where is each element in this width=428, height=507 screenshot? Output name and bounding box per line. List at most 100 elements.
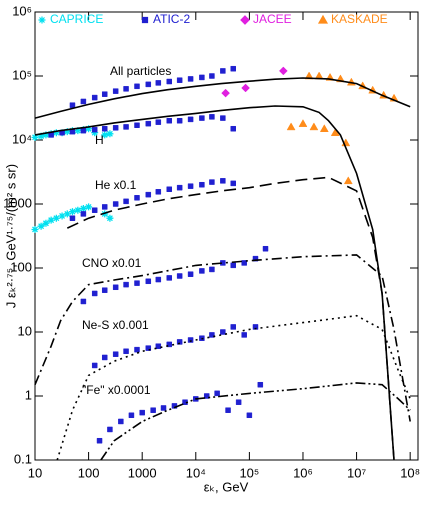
data-point [252, 324, 259, 330]
data-point [101, 91, 108, 97]
data-point [209, 179, 215, 185]
data-point [47, 216, 55, 224]
data-point [319, 124, 329, 132]
y-tick-label: 100 [10, 259, 32, 274]
data-point [199, 268, 205, 274]
data-point [101, 131, 109, 139]
data-point [343, 176, 353, 185]
data-point [176, 117, 183, 124]
line-label: CNO x0.01 [82, 256, 142, 270]
data-point [134, 83, 140, 90]
data-point [37, 132, 45, 140]
data-point [52, 129, 60, 137]
line-label: "Fe" x0.0001 [82, 383, 151, 397]
data-point [139, 409, 145, 416]
data-point [166, 275, 173, 281]
x-tick-label: 10⁵ [239, 465, 259, 480]
data-point [145, 120, 152, 127]
data-point [209, 332, 215, 338]
data-point [262, 245, 269, 252]
data-point [134, 195, 140, 201]
data-point [230, 125, 236, 132]
data-point [134, 346, 140, 353]
data-point [278, 66, 288, 76]
data-point [79, 205, 87, 213]
data-point [176, 184, 183, 191]
data-point [214, 390, 220, 397]
data-point [91, 362, 98, 369]
data-point [101, 125, 108, 132]
data-point [74, 127, 82, 135]
x-tick-label: 10⁸ [400, 465, 420, 480]
data-point [31, 225, 39, 233]
data-point [241, 83, 250, 93]
y-tick-label: 10⁵ [12, 67, 32, 82]
model-line [66, 176, 395, 461]
data-point [230, 180, 236, 187]
data-point [80, 211, 87, 217]
data-point [166, 117, 173, 124]
data-point [85, 125, 93, 133]
plot-frame [34, 11, 419, 461]
legend-marker [317, 14, 329, 24]
data-point [112, 284, 119, 291]
data-point [220, 178, 226, 184]
y-tick-label: 10 [18, 323, 32, 338]
data-point [187, 116, 194, 123]
data-point [298, 119, 308, 127]
data-point [166, 78, 173, 85]
data-point [230, 65, 236, 72]
y-tick-label: 1 [25, 387, 32, 402]
x-tick-label: 10 [28, 465, 42, 480]
data-point [37, 222, 45, 230]
legend-marker [38, 16, 46, 24]
legend-label: JACEE [253, 12, 292, 26]
data-point [80, 127, 87, 134]
data-point [220, 68, 226, 74]
data-point [160, 405, 167, 411]
legend-label: KASKADE [331, 12, 388, 26]
x-tick-label: 100 [78, 465, 100, 480]
data-point [69, 102, 76, 108]
data-point [209, 114, 215, 120]
data-point [101, 287, 108, 293]
data-point [69, 215, 76, 221]
data-point [220, 329, 226, 335]
data-point [176, 77, 183, 83]
data-point [155, 189, 162, 195]
data-point [241, 260, 247, 266]
data-point [150, 407, 156, 413]
data-point [91, 94, 98, 101]
data-point [31, 133, 39, 141]
y-tick-label: 1000 [3, 195, 32, 210]
x-tick-label: 1000 [128, 465, 157, 480]
data-point [101, 354, 108, 361]
data-point [52, 214, 60, 222]
data-point [134, 280, 140, 286]
y-tick-label: 10⁶ [12, 3, 32, 18]
legend-marker [240, 15, 250, 25]
data-point [74, 206, 82, 214]
data-point [187, 183, 194, 189]
data-point [187, 337, 194, 343]
data-point [187, 76, 194, 82]
data-point [123, 198, 129, 205]
model-line [100, 382, 411, 461]
data-point [123, 348, 129, 355]
data-point [230, 324, 236, 330]
data-point [101, 204, 108, 210]
data-point [220, 115, 226, 121]
data-point [112, 351, 119, 357]
data-point [221, 88, 230, 98]
data-point [123, 86, 129, 92]
data-point [106, 130, 114, 138]
legend-marker [141, 16, 149, 24]
line-label: He x0.1 [95, 178, 137, 192]
data-point [134, 122, 140, 129]
legend-label: CAPRICE [50, 12, 103, 26]
line-label: All particles [110, 64, 171, 78]
data-point [80, 98, 87, 105]
data-point [96, 437, 103, 444]
